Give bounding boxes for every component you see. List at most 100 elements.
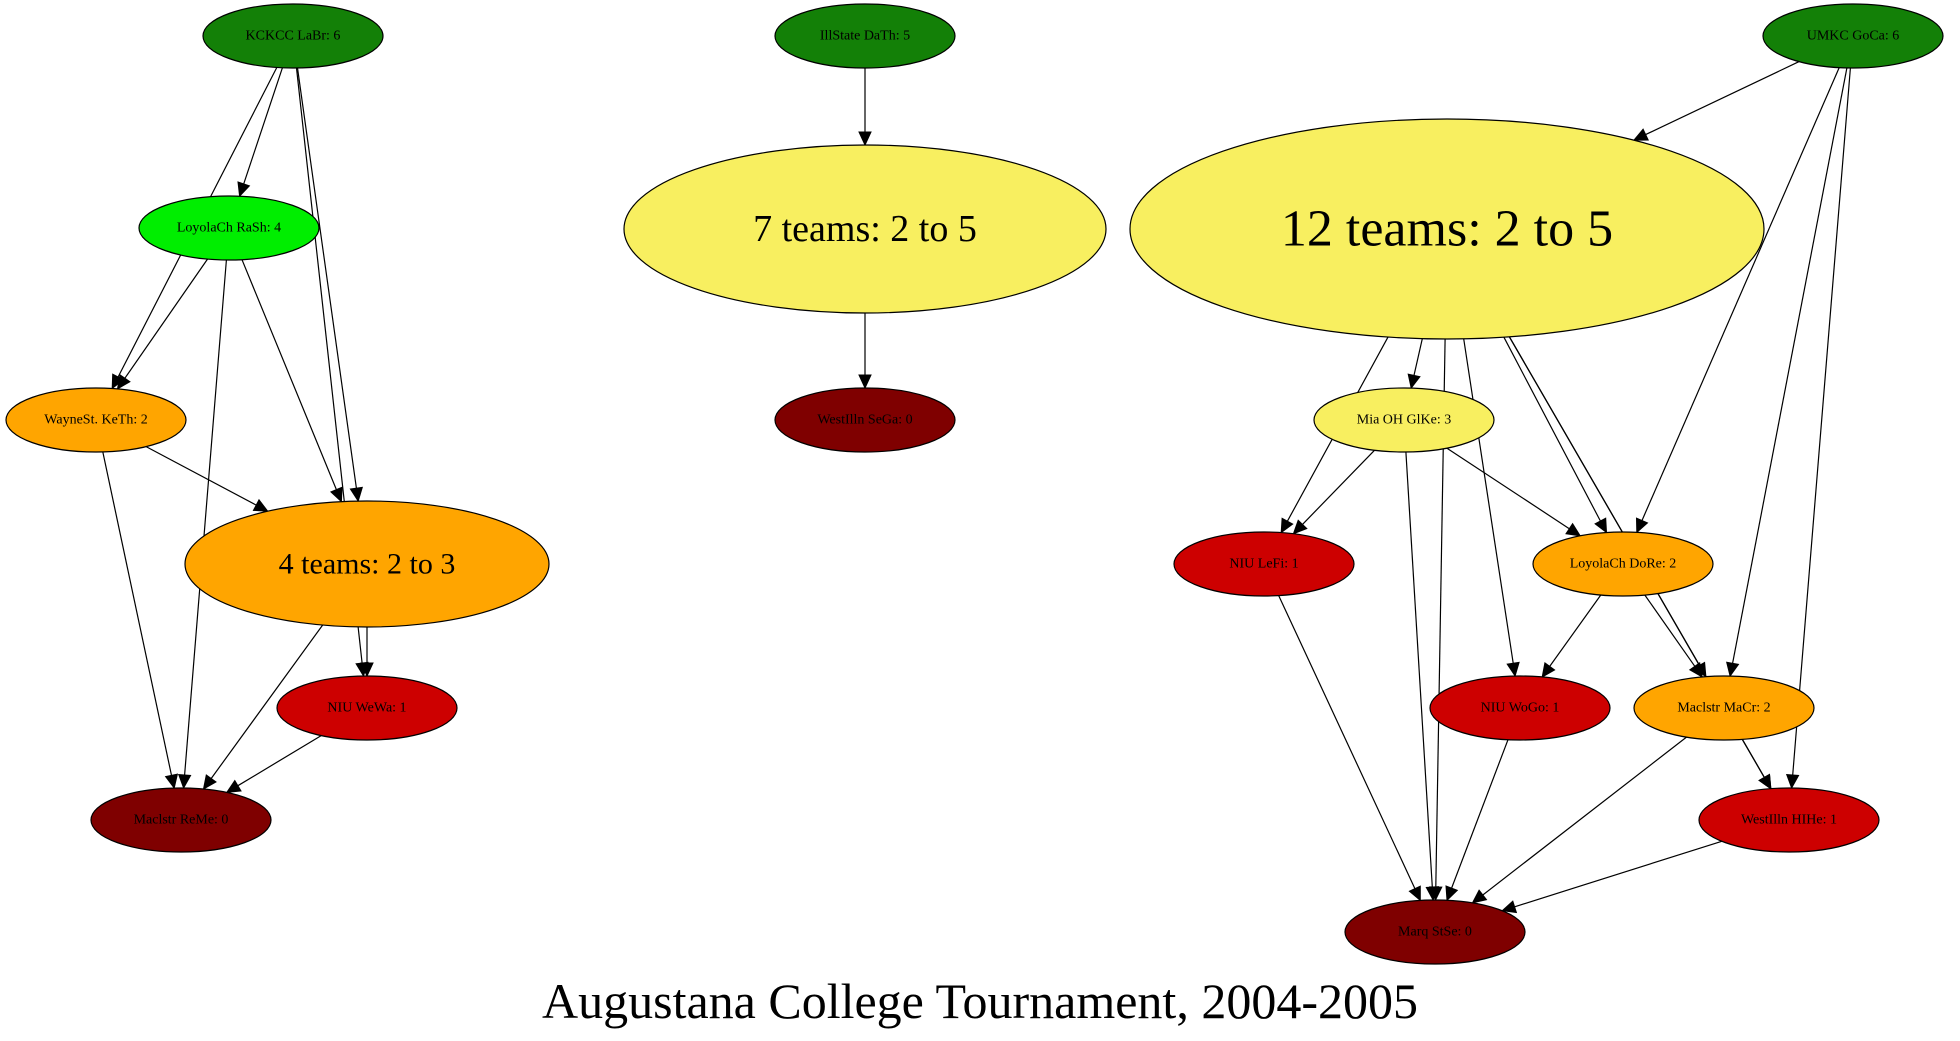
edge-four_teams-to-niu_wewa (360, 627, 374, 678)
node-miaoh: Mia OH GlKe: 3 (1313, 387, 1495, 453)
arrowhead (1632, 128, 1649, 141)
edge-line (1641, 67, 1840, 521)
node-westill-sega: WestIlln SeGa: 0 (774, 387, 956, 453)
edge-kckcc-to-loyola_rash (237, 67, 283, 198)
node-label: NIU WoGo: 1 (1481, 701, 1560, 716)
node-label: Mia OH GlKe: 3 (1357, 413, 1452, 428)
arrowhead (1407, 373, 1421, 390)
arrowhead (1506, 661, 1520, 678)
arrowhead (858, 374, 872, 390)
arrowhead (1758, 773, 1772, 790)
arrowhead (111, 373, 125, 390)
edge-kckcc-to-four_teams (296, 67, 364, 503)
arrowhead (1594, 517, 1608, 534)
node-twelve-teams: 12 teams: 2 to 5 (1129, 118, 1765, 340)
node-label: NIU LeFi: 1 (1229, 557, 1298, 572)
node-marq: Marq StSe: 0 (1344, 899, 1526, 965)
node-illstate: IllState DaTh: 5 (774, 3, 956, 69)
node-loyola-dore: LoyolaCh DoRe: 2 (1532, 531, 1714, 597)
node-label: IllState DaTh: 5 (820, 29, 910, 44)
edge-line (1482, 736, 1687, 896)
edge-line (241, 259, 337, 490)
edge-niu_wogo-to-marq (1445, 739, 1509, 902)
edge-niu_lefi-to-marq (1278, 595, 1421, 902)
node-label: 4 teams: 2 to 3 (279, 548, 456, 581)
arrowhead (1785, 774, 1800, 790)
node-westill-hihe: WestIlln HIHe: 1 (1698, 787, 1880, 853)
node-ellipse (1344, 899, 1526, 965)
edge-line (1405, 451, 1433, 888)
edge-twelve_teams-to-miaoh (1407, 338, 1423, 390)
node-kckcc: KCKCC LaBr: 6 (202, 3, 384, 69)
edge-line (1732, 67, 1848, 664)
nodes-layer: KCKCC LaBr: 6 IllState DaTh: 5 UMKC GoCa: … (5, 3, 1944, 965)
edge-line (1514, 840, 1722, 908)
edge-westill_hihe-to-marq (1501, 840, 1722, 914)
node-ellipse (1698, 787, 1880, 853)
arrowhead (858, 131, 872, 147)
node-ellipse (1313, 387, 1495, 453)
edge-loyola_dore-to-maclstr_macr (1644, 594, 1703, 678)
node-label: WayneSt. KeTh: 2 (44, 413, 147, 428)
edge-umkc-to-loyola_dore (1635, 67, 1840, 534)
edge-maclstr_macr-to-westill_hihe (1741, 738, 1772, 790)
arrowhead (237, 181, 251, 198)
edge-line (1792, 67, 1851, 776)
edge-umkc-to-twelve_teams (1632, 61, 1800, 141)
edge-line (237, 735, 322, 787)
node-ellipse (1429, 675, 1611, 741)
node-niu-wewa: NIU WeWa: 1 (276, 675, 458, 741)
node-label: LoyolaCh RaSh: 4 (177, 221, 281, 236)
node-ellipse (774, 3, 956, 69)
arrowhead (164, 773, 179, 790)
edge-loyola_rash-to-wayne (116, 258, 208, 390)
arrowhead (1408, 885, 1421, 902)
node-label: NIU WeWa: 1 (327, 701, 406, 716)
node-ellipse (623, 144, 1107, 314)
graph-title: Augustana College Tournament, 2004-2005 (542, 973, 1418, 1029)
node-niu-lefi: NIU LeFi: 1 (1173, 531, 1355, 597)
edge-line (124, 258, 208, 379)
node-label: Maclstr MaCr: 2 (1677, 701, 1770, 716)
edge-line (1463, 338, 1514, 664)
edge-umkc-to-westill_hihe (1785, 67, 1851, 790)
node-ellipse (1633, 675, 1815, 741)
node-ellipse (276, 675, 458, 741)
arrowhead (329, 486, 343, 503)
node-umkc: UMKC GoCa: 6 (1762, 3, 1944, 69)
edge-umkc-to-maclstr_macr (1726, 67, 1848, 678)
node-maclstr-macr: Maclstr MaCr: 2 (1633, 675, 1815, 741)
node-label: Maclstr ReMe: 0 (134, 813, 229, 828)
arrowhead (116, 373, 131, 390)
edge-line (1549, 594, 1602, 667)
arrowhead (1292, 519, 1308, 535)
node-niu-wogo: NIU WoGo: 1 (1429, 675, 1611, 741)
edge-line (1741, 738, 1765, 778)
arrowhead (1471, 889, 1488, 904)
node-ellipse (774, 387, 956, 453)
edge-line (1446, 447, 1570, 530)
edge-niu_wewa-to-maclstr_reme (225, 735, 322, 794)
edge-line (1644, 594, 1696, 667)
edge-miaoh-to-loyola_dore (1446, 447, 1582, 537)
arrowhead (1565, 522, 1582, 537)
edge-line (1645, 61, 1800, 136)
node-label: 12 teams: 2 to 5 (1281, 201, 1613, 258)
node-loyola-rash: LoyolaCh RaSh: 4 (138, 195, 320, 261)
node-label: Marq StSe: 0 (1398, 925, 1472, 940)
edge-maclstr_macr-to-marq (1471, 736, 1687, 904)
arrowhead (1726, 661, 1740, 678)
arrowhead (1688, 662, 1703, 678)
edge-line (184, 259, 227, 776)
node-ellipse (5, 387, 187, 453)
arrowhead (202, 774, 217, 790)
node-maclstr-reme: Maclstr ReMe: 0 (90, 787, 272, 853)
arrowhead (1445, 885, 1459, 902)
arrowhead (1541, 662, 1556, 678)
edge-loyola_rash-to-maclstr_reme (177, 259, 227, 790)
edge-miaoh-to-marq (1405, 451, 1440, 902)
edge-line (296, 67, 357, 489)
edge-twelve_teams-to-loyola_dore (1503, 336, 1608, 534)
edge-line (1503, 336, 1601, 522)
